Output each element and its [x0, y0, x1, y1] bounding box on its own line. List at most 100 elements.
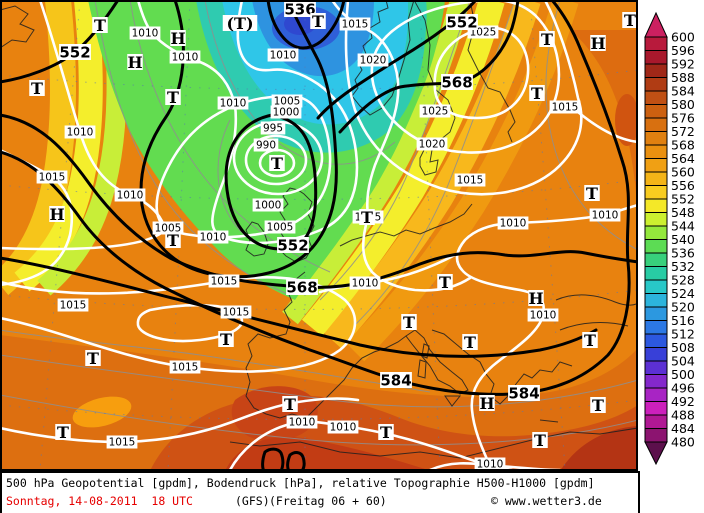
pressure-label: 1015: [223, 307, 250, 319]
pressure-center-letter: H: [590, 34, 605, 53]
pressure-center-letter: T: [380, 423, 392, 442]
caption-box: 500 hPa Geopotential [gpdm], Bodendruck …: [0, 471, 640, 513]
pressure-label: 1005: [267, 222, 294, 234]
pressure-label: 1010: [330, 422, 357, 434]
colorbar-cells: [645, 37, 667, 442]
colorbar-cell: [645, 348, 667, 362]
colorbar-cell: [645, 307, 667, 321]
colorbar-cell: [645, 226, 667, 240]
colorbar-tick-label: 480: [671, 435, 695, 450]
pressure-center-letter: T: [361, 208, 373, 227]
colorbar-arrow-up: [645, 13, 667, 37]
caption-date: Sonntag, 14-08-2011 18 UTC: [6, 494, 193, 508]
colorbar-cell: [645, 415, 667, 429]
geopotential-label: 584: [380, 372, 411, 390]
geopotential-label: 568: [286, 279, 317, 297]
colorbar-arrow-down: [645, 442, 667, 464]
pressure-center-letter: T: [31, 79, 43, 98]
caption-title: 500 hPa Geopotential [gpdm], Bodendruck …: [6, 476, 595, 490]
pressure-label: 1020: [360, 55, 387, 67]
geopotential-label: 584: [508, 385, 539, 403]
pressure-label: 1000: [255, 200, 282, 212]
colorbar-cell: [645, 375, 667, 389]
pressure-center-letter: H: [170, 29, 185, 48]
colorbar-cell: [645, 213, 667, 227]
pressure-center-letter: T: [624, 11, 636, 30]
pressure-label: 1015: [211, 276, 238, 288]
colorbar-cell: [645, 132, 667, 146]
pressure-center-letter: T: [531, 84, 543, 103]
geopotential-label: 568: [441, 74, 472, 92]
pressure-center-letter: T: [464, 333, 476, 352]
colorbar-cell: [645, 145, 667, 159]
pressure-label: 1025: [422, 106, 449, 118]
colorbar-cell: [645, 199, 667, 213]
pressure-label: 1010: [500, 218, 527, 230]
pressure-center-letter: H: [127, 53, 142, 72]
colorbar-cell: [645, 51, 667, 65]
pressure-label: 1010: [477, 459, 504, 471]
colorbar-cell: [645, 118, 667, 132]
pressure-label: 1010: [172, 52, 199, 64]
pressure-center-letter: T: [167, 88, 179, 107]
pressure-label: 1010: [220, 98, 247, 110]
pressure-center-letter: T: [284, 395, 296, 414]
pressure-label: 1010: [592, 210, 619, 222]
colorbar-cell: [645, 37, 667, 51]
pressure-center-letter: T: [312, 12, 324, 31]
geopotential-label: 552: [59, 44, 90, 62]
pressure-center-letter: T: [541, 30, 553, 49]
pressure-label: 995: [263, 123, 283, 135]
pressure-center-letter: T: [403, 313, 415, 332]
colorbar-cell: [645, 321, 667, 335]
colorbar-cell: [645, 159, 667, 173]
pressure-center-letter: T: [167, 231, 179, 250]
pressure-center-letter: T: [94, 16, 106, 35]
caption-credit: © www.wetter3.de: [491, 494, 602, 508]
geopotential-label: 552: [446, 14, 477, 32]
weather-map-screenshot: 1010101510251020101010101005100010251015…: [0, 0, 704, 513]
pressure-center-letter: T: [87, 349, 99, 368]
pressure-label: 1015: [172, 362, 199, 374]
colorbar-cell: [645, 64, 667, 78]
pressure-label: 1010: [530, 310, 557, 322]
caption-run: (Freitag 06 + 60): [269, 494, 387, 508]
pressure-center-letter: T: [57, 423, 69, 442]
pressure-center-letter: H: [49, 205, 64, 224]
colorbar-cell: [645, 253, 667, 267]
pressure-label: 1010: [289, 417, 316, 429]
colorbar-cell: [645, 388, 667, 402]
pressure-center-letter: T: [220, 330, 232, 349]
pressure-label: 1015: [39, 172, 66, 184]
pressure-label: 1010: [200, 232, 227, 244]
colorbar-cell: [645, 361, 667, 375]
colorbar-labels: 6005965925885845805765725685645605565525…: [671, 30, 695, 450]
europe-weather-map: 1010101510251020101010101005100010251015…: [0, 0, 638, 471]
map-panel: 1010101510251020101010101005100010251015…: [0, 0, 638, 471]
colorbar-cell: [645, 105, 667, 119]
pressure-label: 1010: [352, 278, 379, 290]
pressure-label: 1010: [132, 28, 159, 40]
colorbar-cell: [645, 186, 667, 200]
pressure-center-letter: T: [584, 331, 596, 350]
colorbar-cell: [645, 240, 667, 254]
pressure-center-letter: T: [271, 154, 283, 173]
pressure-center-letter: H: [479, 394, 494, 413]
pressure-label: 1010: [67, 127, 94, 139]
colorbar-cell: [645, 294, 667, 308]
colorbar-cell: [645, 334, 667, 348]
pressure-label: 1015: [342, 19, 369, 31]
caption-model: (GFS): [235, 494, 270, 508]
pressure-center-letter: (T): [226, 14, 253, 33]
colorbar-cell: [645, 429, 667, 443]
pressure-center-letter: T: [439, 273, 451, 292]
colorbar-cell: [645, 78, 667, 92]
pressure-label: 1000: [273, 107, 300, 119]
pressure-label: 990: [256, 140, 276, 152]
colorbar: 6005965925885845805765725685645605565525…: [638, 0, 704, 513]
pressure-center-letter: H: [528, 289, 543, 308]
pressure-center-letter: T: [586, 184, 598, 203]
colorbar-cell: [645, 280, 667, 294]
pressure-center-letter: T: [534, 431, 546, 450]
pressure-label: 1020: [419, 139, 446, 151]
